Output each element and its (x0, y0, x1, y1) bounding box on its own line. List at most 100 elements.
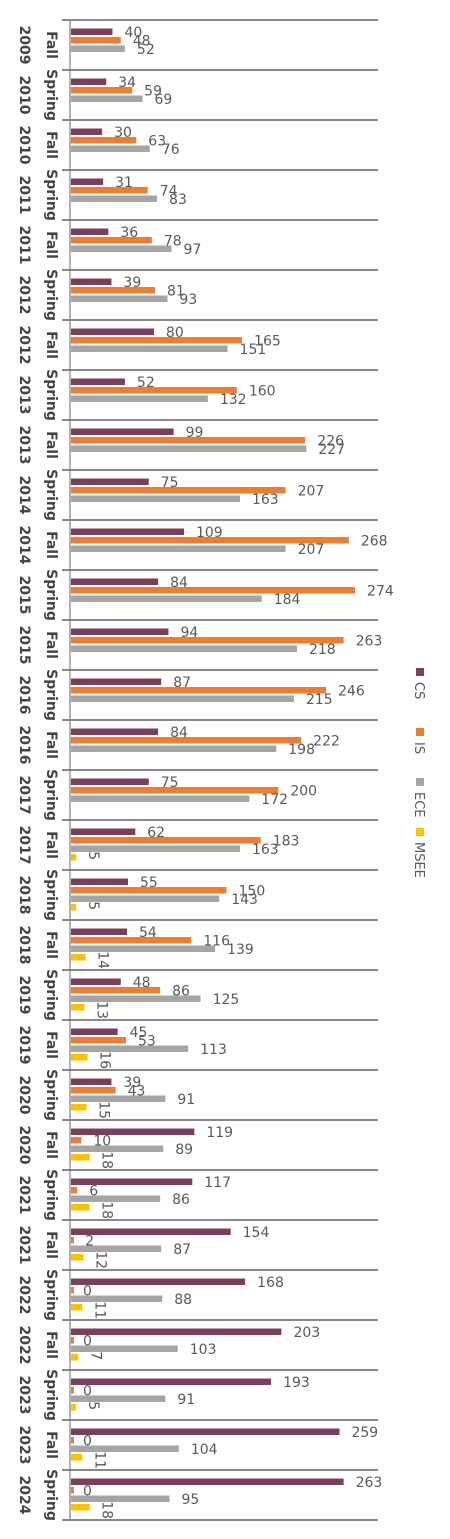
data-label: 91 (177, 1092, 195, 1108)
data-label: 14 (95, 951, 111, 969)
bar-is (71, 537, 349, 544)
bar-is (71, 1337, 74, 1344)
category-tick-label: Spring (43, 569, 59, 621)
bar-cs (71, 978, 121, 985)
data-label: 13 (93, 1001, 109, 1019)
bar-ece (71, 1195, 161, 1202)
bar-ece (71, 545, 286, 552)
bar-msee (71, 854, 77, 861)
bar-is (71, 1387, 74, 1394)
bar-cs (71, 1278, 246, 1285)
bar-is (71, 1187, 78, 1194)
category-tick-label: Spring (43, 1169, 59, 1221)
data-label: 75 (161, 475, 179, 491)
category-tick-label: Spring (43, 69, 59, 121)
category-tick-label: 2011 (16, 226, 32, 265)
data-label: 103 (190, 1342, 217, 1358)
bar-ece (71, 1095, 166, 1102)
data-label: 52 (137, 375, 155, 391)
data-label: 76 (162, 142, 180, 158)
bar-cs (71, 428, 174, 435)
bar-msee (71, 1154, 90, 1161)
data-label: 11 (91, 1451, 107, 1469)
bar-is (71, 1137, 82, 1144)
data-label: 86 (172, 1192, 190, 1208)
bar-msee (71, 1454, 83, 1461)
data-label: 5 (85, 901, 101, 910)
legend-swatch-msee (416, 828, 424, 836)
data-label: 63 (148, 133, 166, 149)
bar-ece (71, 45, 125, 52)
data-label: 10 (93, 1133, 111, 1149)
data-label: 151 (240, 342, 267, 358)
bar-ece (71, 95, 143, 102)
category-tick-label: 2010 (16, 126, 32, 165)
bar-cs (71, 678, 162, 685)
data-label: 215 (306, 692, 333, 708)
data-label: 83 (169, 192, 187, 208)
data-label: 268 (361, 533, 388, 549)
data-label: 80 (166, 325, 184, 341)
category-tick-label: Spring (43, 1369, 59, 1421)
bar-msee (71, 1354, 79, 1361)
bar-ece (71, 295, 168, 302)
data-label: 11 (91, 1301, 107, 1319)
bar-ece (71, 945, 216, 952)
bar-is (71, 37, 121, 44)
data-label: 150 (239, 883, 266, 899)
bar-is (71, 1087, 116, 1094)
category-tick-label: Fall (43, 931, 59, 959)
bar-ece (71, 195, 158, 202)
data-label: 154 (243, 1225, 270, 1241)
category-tick-label: 2023 (16, 1376, 32, 1415)
data-label: 16 (97, 1051, 113, 1069)
category-tick-label: Fall (43, 431, 59, 459)
bar-ece (71, 1045, 189, 1052)
bar-is (71, 87, 133, 94)
bar-cs (71, 1228, 231, 1235)
bar-cs (71, 328, 154, 335)
bar-cs (71, 178, 104, 185)
data-label: 0 (83, 1383, 92, 1399)
data-label: 87 (173, 675, 191, 691)
category-tick-label: 2012 (16, 276, 32, 315)
data-label: 62 (147, 825, 165, 841)
data-label: 97 (184, 242, 202, 258)
bar-cs (71, 878, 129, 885)
category-ticks-layer: Fall 2009 Spring 2010 Fall 2010 Spring 2011 Fall… (16, 26, 59, 1521)
data-label: 139 (227, 942, 254, 958)
data-label: 5 (85, 851, 101, 860)
category-tick-label: 2022 (16, 1326, 32, 1365)
category-tick-label: 2018 (16, 876, 32, 915)
category-tick-label: Fall (43, 1431, 59, 1459)
data-label: 5 (85, 1401, 101, 1410)
bar-ece (71, 695, 294, 702)
data-label: 113 (200, 1042, 227, 1058)
category-tick-label: 2015 (16, 576, 32, 615)
category-tick-label: 2016 (16, 676, 32, 715)
bar-ece (71, 1345, 178, 1352)
legend-label-msee: MSEE (411, 842, 426, 878)
category-tick-label: Spring (43, 669, 59, 721)
data-label: 168 (257, 1275, 284, 1291)
bar-is (71, 287, 155, 294)
data-label: 274 (367, 583, 394, 599)
category-tick-label: Spring (43, 969, 59, 1021)
category-tick-label: 2020 (16, 1126, 32, 1165)
bar-ece (71, 245, 172, 252)
bar-is (71, 337, 243, 344)
bar-msee (71, 1254, 84, 1261)
category-tick-label: Fall (43, 631, 59, 659)
data-label: 86 (172, 983, 190, 999)
data-label: 55 (140, 875, 158, 891)
bar-ece (71, 895, 220, 902)
category-tick-label: 2017 (16, 826, 32, 865)
bar-ece (71, 1295, 163, 1302)
category-tick-label: 2024 (16, 1476, 32, 1515)
data-label: 54 (139, 925, 157, 941)
bar-cs (71, 78, 107, 85)
category-separators (62, 19, 378, 1521)
bar-ece (71, 645, 297, 652)
bar-is (71, 1437, 74, 1444)
